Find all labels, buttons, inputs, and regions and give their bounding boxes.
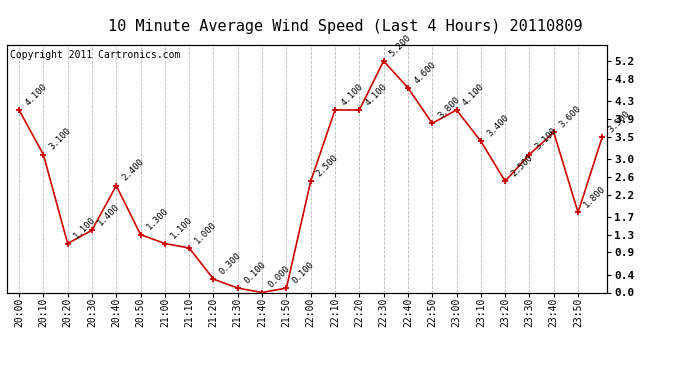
Text: 0.000: 0.000 (266, 264, 292, 290)
Text: 3.100: 3.100 (533, 126, 559, 152)
Text: 4.100: 4.100 (364, 82, 389, 107)
Text: 0.100: 0.100 (242, 260, 267, 285)
Text: 2.500: 2.500 (315, 153, 340, 178)
Text: 4.100: 4.100 (23, 82, 48, 107)
Text: 3.600: 3.600 (558, 104, 583, 129)
Text: 10 Minute Average Wind Speed (Last 4 Hours) 20110809: 10 Minute Average Wind Speed (Last 4 Hou… (108, 19, 582, 34)
Text: 4.100: 4.100 (339, 82, 364, 107)
Text: 1.800: 1.800 (582, 184, 608, 210)
Text: 5.200: 5.200 (388, 33, 413, 58)
Text: 1.000: 1.000 (193, 220, 219, 245)
Text: 0.300: 0.300 (217, 251, 243, 276)
Text: 1.100: 1.100 (169, 215, 195, 241)
Text: 3.800: 3.800 (436, 95, 462, 121)
Text: Copyright 2011 Cartronics.com: Copyright 2011 Cartronics.com (10, 50, 180, 60)
Text: 3.500: 3.500 (607, 108, 632, 134)
Text: 3.100: 3.100 (48, 126, 73, 152)
Text: 1.400: 1.400 (96, 202, 121, 227)
Text: 4.600: 4.600 (412, 60, 437, 85)
Text: 2.500: 2.500 (509, 153, 535, 178)
Text: 4.100: 4.100 (461, 82, 486, 107)
Text: 1.300: 1.300 (145, 207, 170, 232)
Text: 2.400: 2.400 (121, 158, 146, 183)
Text: 3.400: 3.400 (485, 113, 511, 138)
Text: 1.100: 1.100 (72, 215, 97, 241)
Text: 0.100: 0.100 (290, 260, 316, 285)
